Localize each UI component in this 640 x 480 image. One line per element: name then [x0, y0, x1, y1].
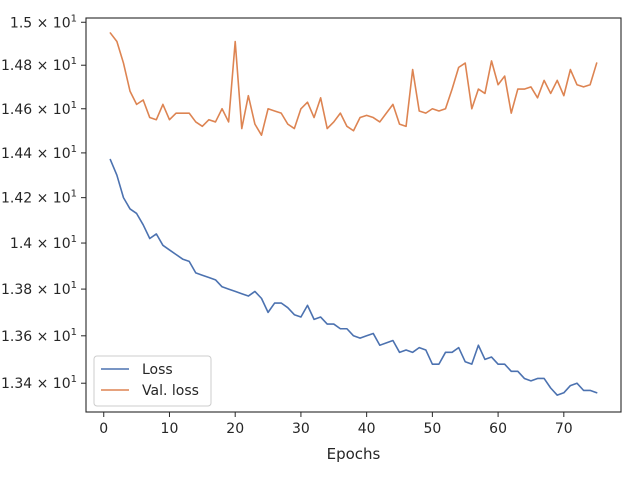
legend-label-loss: Loss: [142, 362, 173, 378]
y-tick-label: 1.46 × 101: [1, 100, 77, 118]
x-tick-label: 70: [555, 421, 573, 437]
y-tick-label: 1.4 × 101: [10, 234, 77, 252]
series-line-val-loss: [109, 32, 598, 136]
x-tick-label: 50: [423, 421, 441, 437]
legend-label-val-loss: Val. loss: [142, 383, 199, 399]
y-tick-label: 1.42 × 101: [1, 189, 77, 207]
y-tick-label: 1.38 × 101: [1, 280, 77, 298]
x-tick-label: 0: [99, 421, 108, 437]
y-tick-label: 1.34 × 101: [1, 374, 77, 392]
y-tick-label: 1.5 × 101: [10, 13, 77, 31]
plot-background: [86, 18, 621, 412]
x-tick-label: 60: [489, 421, 507, 437]
y-tick-label: 1.36 × 101: [1, 327, 77, 345]
x-tick-label: 30: [292, 421, 310, 437]
series-line-loss: [109, 158, 598, 396]
plot-frame: [85, 17, 622, 413]
x-tick-label: 10: [161, 421, 179, 437]
x-tick-label: 40: [358, 421, 376, 437]
y-tick-label: 1.44 × 101: [1, 144, 77, 162]
x-tick-label: 20: [226, 421, 244, 437]
series-layer: [109, 32, 598, 396]
y-axis-ticks: 1.34 × 101 1.36 × 101 1.38 × 101 1.4 × 101 1…: [1, 13, 86, 392]
legend: Loss Val. loss: [93, 355, 212, 407]
y-tick-label: 1.48 × 101: [1, 56, 77, 74]
x-axis-ticks: 0 10 20 30 40 50 60 70: [99, 412, 573, 437]
x-axis-label: Epochs: [327, 445, 381, 463]
